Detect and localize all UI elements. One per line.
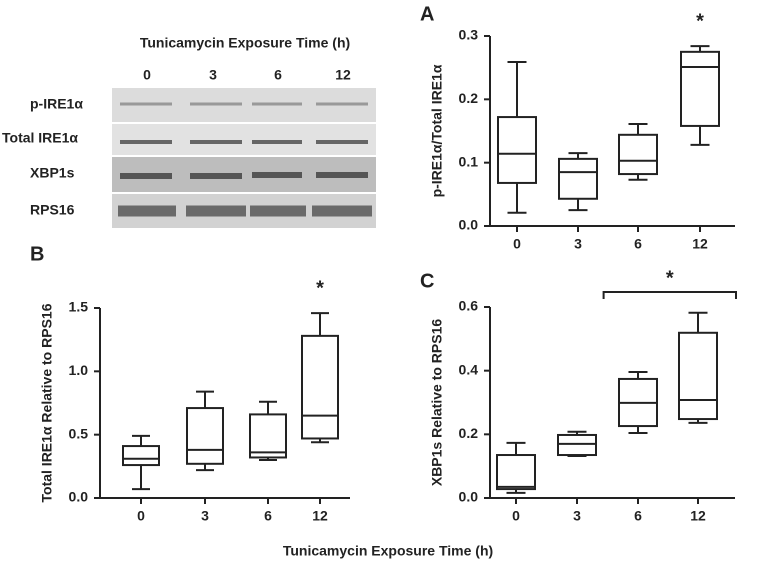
- box: [497, 116, 537, 184]
- y-tick-label: 0.4: [459, 361, 479, 377]
- box: [680, 50, 720, 127]
- y-tick-label: 0.1: [459, 153, 479, 169]
- box: [557, 433, 597, 457]
- x-tick-label: 6: [634, 236, 642, 252]
- y-tick-label: 0.0: [69, 489, 89, 505]
- lane-label: 12: [335, 67, 351, 83]
- y-tick-label: 0.0: [459, 217, 479, 233]
- y-axis-title: Total IRE1α Relative to RPS16: [39, 303, 55, 502]
- lane-label: 0: [143, 67, 151, 83]
- y-tick-label: 0.6: [459, 298, 479, 314]
- box: [249, 413, 287, 459]
- y-tick-label: 0.2: [459, 90, 479, 106]
- panel-label: B: [30, 243, 44, 265]
- y-tick-label: 0.2: [459, 425, 479, 441]
- x-axis-title: Tunicamycin Exposure Time (h): [283, 543, 493, 559]
- panel-label: A: [420, 3, 434, 25]
- significance: *: [316, 277, 324, 299]
- box: [496, 454, 536, 491]
- y-axis-title: XBP1s Relative to RPS16: [429, 319, 445, 487]
- significance: *: [696, 10, 704, 32]
- lane-label: 3: [209, 67, 217, 83]
- box: [558, 157, 598, 200]
- x-tick-label: 12: [690, 508, 706, 524]
- y-tick-label: 0.3: [459, 27, 479, 43]
- x-tick-label: 3: [573, 508, 581, 524]
- row-label: XBP1s: [30, 165, 75, 181]
- bracket: [602, 291, 737, 299]
- y-tick-label: 1.0: [69, 362, 89, 378]
- panel-label: C: [420, 270, 434, 292]
- box: [678, 331, 718, 421]
- y-tick-label: 0.5: [69, 425, 89, 441]
- lane-label: 6: [274, 67, 282, 83]
- significance: *: [666, 267, 674, 289]
- x-tick-label: 12: [692, 236, 708, 252]
- x-tick-label: 0: [512, 508, 520, 524]
- x-tick-label: 0: [513, 236, 521, 252]
- blot-image: [112, 88, 376, 228]
- box: [301, 334, 339, 440]
- x-tick-label: 3: [574, 236, 582, 252]
- box: [186, 407, 224, 465]
- x-tick-label: 6: [634, 508, 642, 524]
- x-tick-label: 6: [264, 508, 272, 524]
- y-axis-title: p-IRE1α/Total IRE1α: [429, 64, 445, 197]
- x-tick-label: 12: [312, 508, 328, 524]
- blot-title: Tunicamycin Exposure Time (h): [140, 35, 350, 51]
- row-label: Total IRE1α: [2, 130, 78, 146]
- x-tick-label: 3: [201, 508, 209, 524]
- y-tick-label: 1.5: [69, 299, 89, 315]
- row-label: RPS16: [30, 202, 75, 218]
- row-label: p-IRE1α: [30, 96, 83, 112]
- y-tick-label: 0.0: [459, 489, 479, 505]
- box: [618, 133, 658, 176]
- x-tick-label: 0: [137, 508, 145, 524]
- box: [122, 445, 160, 467]
